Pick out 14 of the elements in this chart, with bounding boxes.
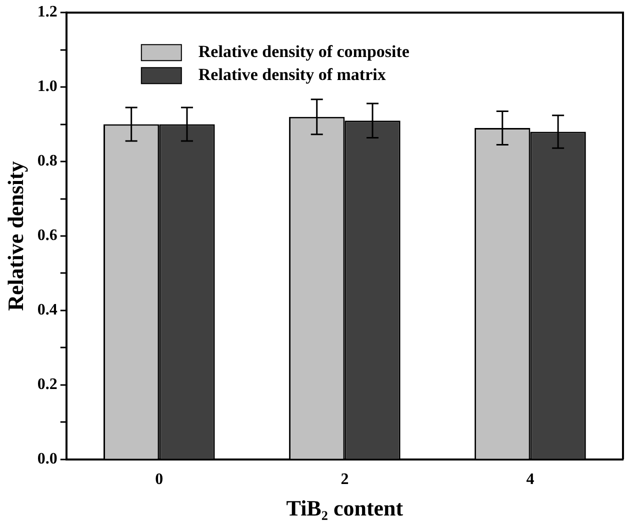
x-axis-title: TiB₂ content: [286, 495, 404, 520]
y-tick-label: 1.2: [37, 4, 58, 21]
legend-label: Relative density of composite: [198, 42, 410, 61]
legend-label: Relative density of matrix: [198, 64, 386, 84]
y-tick-label: 1.0: [37, 78, 58, 96]
x-tick-label: 0: [155, 471, 164, 488]
x-tick-label: 4: [526, 471, 534, 488]
x-tick-label: 2: [340, 471, 349, 488]
y-tick-label: 0.2: [37, 376, 58, 394]
y-tick-label: 0.6: [37, 227, 58, 244]
y-tick-label: 0.4: [37, 302, 58, 319]
y-axis-title: Relative density: [2, 161, 28, 311]
y-tick-label: 0.8: [37, 152, 58, 170]
y-tick-label: 0.0: [37, 450, 58, 468]
